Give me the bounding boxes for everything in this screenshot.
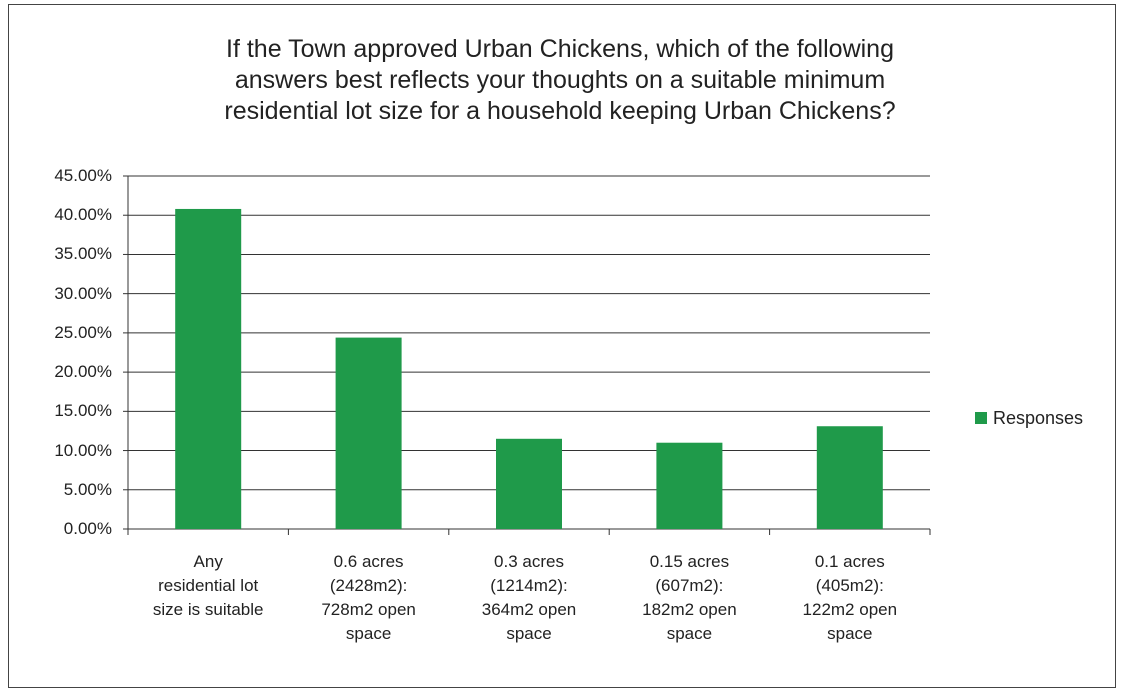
- bar: [335, 337, 402, 529]
- x-tick-label: Any residential lot size is suitable: [152, 552, 264, 619]
- bar: [496, 438, 562, 529]
- x-tick-label: 0.6 acres (2428m2): 728m2 open space: [321, 552, 416, 643]
- y-tick-label: 10.00%: [54, 440, 112, 460]
- chart-frame: [8, 4, 1116, 688]
- bar: [656, 442, 723, 529]
- y-tick-label: 35.00%: [54, 244, 112, 264]
- legend-swatch: [975, 412, 987, 424]
- y-tick-label: 45.00%: [54, 166, 112, 185]
- y-tick-label: 15.00%: [54, 401, 112, 421]
- x-tick-label: 0.15 acres (607m2): 182m2 open space: [642, 552, 737, 643]
- y-tick-label: 20.00%: [54, 362, 112, 382]
- chart-title: If the Town approved Urban Chickens, whi…: [224, 35, 896, 125]
- y-tick-label: 30.00%: [54, 283, 112, 303]
- x-tick-label: 0.3 acres (1214m2): 364m2 open space: [481, 552, 577, 643]
- y-tick-label: 40.00%: [54, 205, 112, 225]
- y-tick-label: 25.00%: [54, 322, 112, 342]
- bar: [175, 208, 242, 530]
- y-tick-label: 5.00%: [63, 479, 112, 499]
- legend-label: Responses: [993, 408, 1084, 428]
- y-tick-label: 0.00%: [63, 519, 112, 538]
- bar: [816, 426, 883, 529]
- x-tick-label: 0.1 acres (405m2): 122m2 open space: [802, 552, 898, 643]
